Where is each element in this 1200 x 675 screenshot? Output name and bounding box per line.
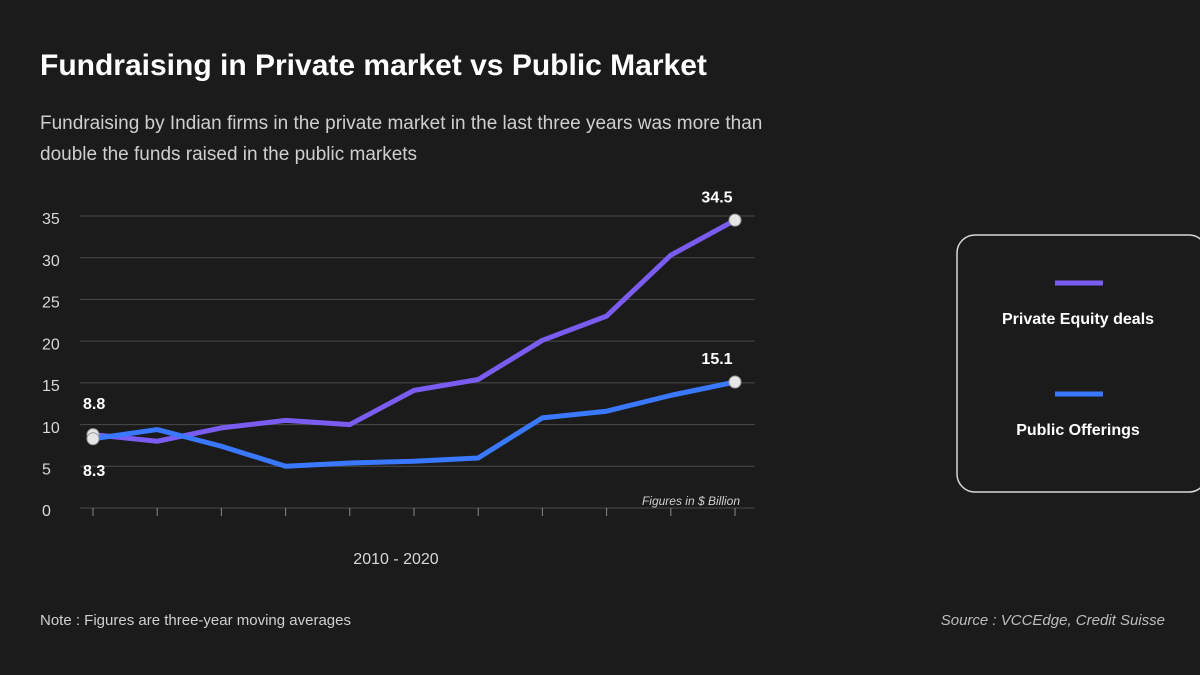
legend-label: Private Equity deals bbox=[1002, 311, 1154, 328]
y-tick-label: 20 bbox=[42, 336, 60, 353]
value-label: 8.8 bbox=[83, 396, 105, 413]
y-tick-label: 30 bbox=[42, 253, 60, 270]
value-label: 15.1 bbox=[701, 351, 732, 368]
chart-title: Fundraising in Private market vs Public … bbox=[40, 49, 707, 82]
y-tick-label: 10 bbox=[42, 420, 60, 437]
y-tick-label: 5 bbox=[42, 462, 51, 479]
y-tick-label: 35 bbox=[42, 211, 60, 228]
legend-box bbox=[956, 234, 1200, 493]
legend-label: Public Offerings bbox=[1016, 422, 1140, 439]
unit-note: Figures in $ Billion bbox=[642, 494, 740, 508]
y-tick-label: 25 bbox=[42, 295, 60, 312]
x-axis-label: 2010 - 2020 bbox=[353, 551, 439, 568]
end-point bbox=[86, 432, 100, 446]
end-point bbox=[728, 213, 742, 227]
y-tick-label: 0 bbox=[42, 503, 51, 520]
y-tick-label: 15 bbox=[42, 378, 60, 395]
chart-subtitle: double the funds raised in the public ma… bbox=[40, 144, 417, 165]
series-line bbox=[90, 217, 738, 444]
series-line bbox=[90, 379, 738, 469]
chart-subtitle: Fundraising by Indian firms in the priva… bbox=[40, 113, 762, 134]
value-label: 34.5 bbox=[701, 189, 732, 206]
end-point bbox=[728, 375, 742, 389]
note: Note : Figures are three-year moving ave… bbox=[40, 612, 351, 629]
value-label: 8.3 bbox=[83, 463, 105, 480]
source: Source : VCCEdge, Credit Suisse bbox=[941, 612, 1165, 629]
